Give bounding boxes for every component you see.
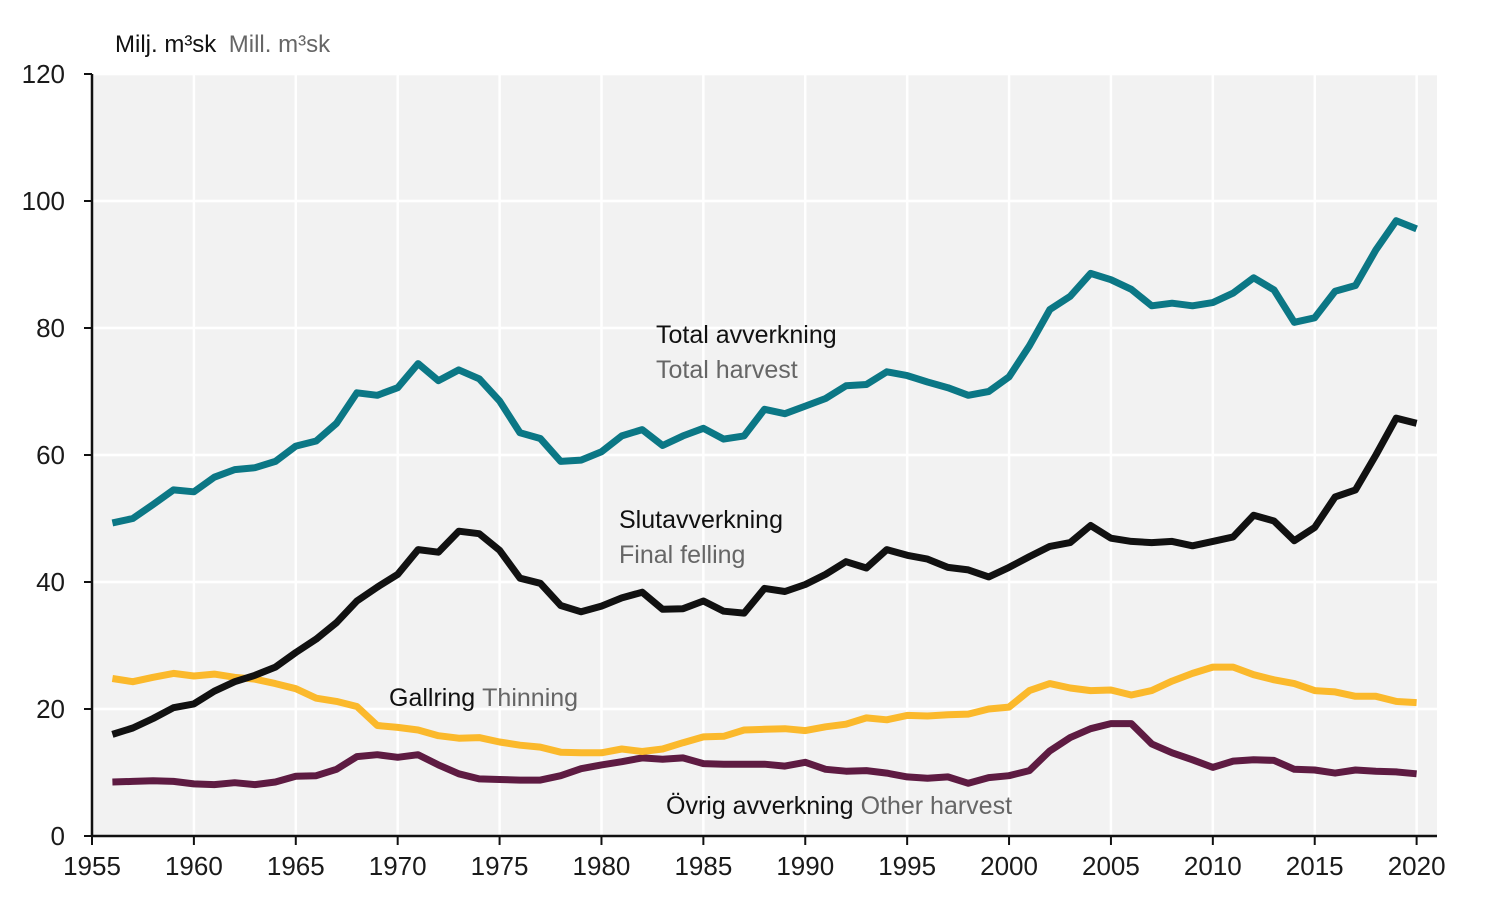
series-layer (111, 217, 1418, 789)
series-labels: Total avverkning Total harvest Slutavverkn… (389, 321, 1012, 820)
series-line-1 (111, 217, 1418, 527)
x-tick-label: 1955 (63, 851, 121, 881)
x-tick-label: 2010 (1184, 851, 1242, 881)
x-tick-label: 1990 (776, 851, 834, 881)
series-label-primary: Total avverkning (656, 321, 837, 349)
series-label-text: Övrig avverkning Other harvest (666, 792, 1012, 820)
series-label-secondary: Final felling (619, 541, 745, 569)
series-line-4 (112, 720, 1417, 789)
x-tick-label: 1985 (674, 851, 732, 881)
y-axis-unit-primary: Milj. m³sk (115, 31, 217, 58)
series-label-2: Slutavverkning Final felling (619, 506, 783, 569)
series-label-text: Gallring Thinning (389, 684, 578, 712)
series-line-3 (111, 663, 1417, 757)
series-label-primary: Gallring (389, 684, 475, 712)
x-tick-label: 1960 (165, 851, 223, 881)
y-tick-label: 120 (22, 59, 65, 89)
series-label-secondary: Other harvest (861, 792, 1013, 820)
series-label-secondary: Thinning (482, 684, 578, 712)
x-tick-label: 1995 (878, 851, 936, 881)
x-tick-label: 1970 (369, 851, 427, 881)
y-tick-label: 80 (36, 313, 65, 343)
x-tick-label: 1975 (471, 851, 529, 881)
x-tick-label: 2020 (1388, 851, 1446, 881)
x-tick-label: 2015 (1286, 851, 1344, 881)
series-label-3: Gallring Thinning (389, 684, 578, 712)
y-tick-label: 100 (22, 186, 65, 216)
series-label-secondary: Total harvest (656, 356, 798, 384)
series-label-primary: Övrig avverkning (666, 792, 854, 820)
x-tick-label: 1965 (267, 851, 325, 881)
series-line-2 (111, 414, 1418, 738)
x-tick-label: 2005 (1082, 851, 1140, 881)
x-tick-label: 1980 (573, 851, 631, 881)
series-label-primary: Slutavverkning (619, 506, 783, 534)
y-tick-label: 0 (51, 821, 65, 851)
axes: 0 20 40 60 80 100 120 1955 1960 1965 1970 1975 1980 1… (22, 59, 1446, 881)
series-label-4: Övrig avverkning Other harvest (666, 792, 1012, 820)
y-axis-unit-label: Milj. m³sk Mill. m³sk (115, 31, 331, 58)
series-label-1: Total avverkning Total harvest (656, 321, 837, 384)
y-tick-label: 60 (36, 440, 65, 470)
y-tick-label: 40 (36, 567, 65, 597)
y-axis-unit-secondary: Mill. m³sk (229, 31, 331, 58)
x-tick-label: 2000 (980, 851, 1038, 881)
y-tick-label: 20 (36, 694, 65, 724)
